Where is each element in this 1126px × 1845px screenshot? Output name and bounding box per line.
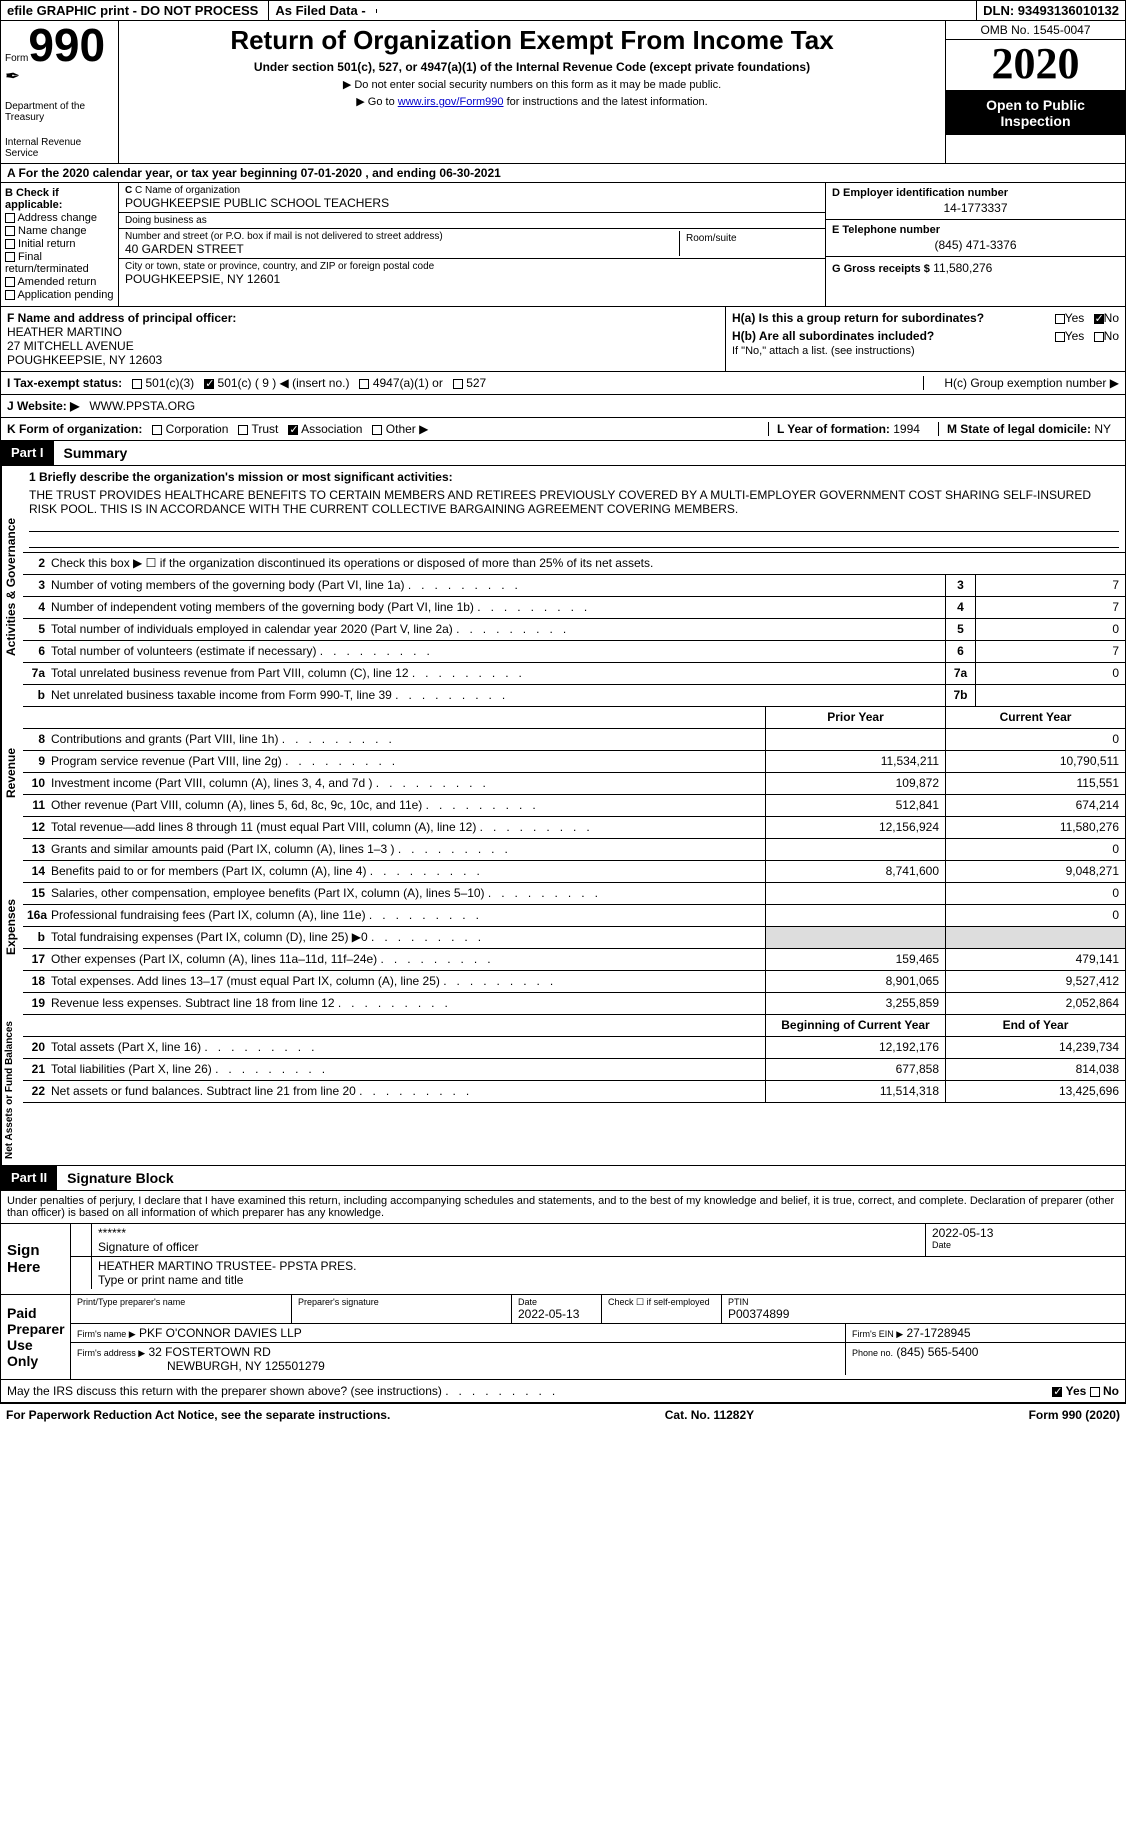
form-subtitle: Under section 501(c), 527, or 4947(a)(1)… [127, 60, 937, 74]
signature-block: Under penalties of perjury, I declare th… [0, 1191, 1126, 1403]
part-ii-header: Part II Signature Block [0, 1166, 1126, 1191]
hb-yes[interactable] [1055, 332, 1065, 342]
form990-link[interactable]: www.irs.gov/Form990 [398, 96, 504, 108]
block-bcd: B Check if applicable: Address change Na… [0, 183, 1126, 307]
ptin: P00374899 [728, 1307, 1119, 1321]
ha-no[interactable] [1094, 314, 1104, 324]
header-bar: efile GRAPHIC print - DO NOT PROCESS As … [0, 0, 1126, 21]
website: WWW.PPSTA.ORG [89, 399, 195, 413]
ein: 14-1773337 [832, 201, 1119, 215]
form-label: Form [5, 53, 28, 64]
form-title: Return of Organization Exempt From Incom… [127, 25, 937, 56]
col-c: C C Name of organizationPOUGHKEEPSIE PUB… [119, 183, 825, 306]
mayirs-no[interactable] [1090, 1387, 1100, 1397]
open-public: Open to Public Inspection [946, 91, 1125, 135]
ha-yes[interactable] [1055, 314, 1065, 324]
officer-name: HEATHER MARTINO [7, 325, 719, 339]
block-fh: F Name and address of principal officer:… [0, 307, 1126, 372]
section-activities: Activities & Governance 1 Briefly descri… [0, 466, 1126, 707]
org-name: POUGHKEEPSIE PUBLIC SCHOOL TEACHERS [125, 196, 819, 210]
mission-block: 1 Briefly describe the organization's mi… [23, 466, 1125, 553]
section-revenue: Revenue Prior YearCurrent Year 8Contribu… [0, 707, 1126, 839]
gross-receipts: 11,580,276 [933, 261, 992, 275]
dept2: Internal Revenue Service [5, 137, 114, 159]
row-a: A For the 2020 calendar year, or tax yea… [0, 164, 1126, 183]
page-footer: For Paperwork Reduction Act Notice, see … [0, 1403, 1126, 1426]
form-goto: ▶ Go to www.irs.gov/Form990 for instruct… [127, 95, 937, 108]
block-f: F Name and address of principal officer:… [1, 307, 725, 371]
omb: OMB No. 1545-0047 [946, 21, 1125, 40]
hb-no[interactable] [1094, 332, 1104, 342]
row-j: J Website: ▶ WWW.PPSTA.ORG [0, 395, 1126, 418]
street: 40 GARDEN STREET [125, 242, 679, 256]
city: POUGHKEEPSIE, NY 12601 [125, 272, 819, 286]
row-k: K Form of organization: Corporation Trus… [0, 418, 1126, 441]
part-i-header: Part I Summary [0, 441, 1126, 466]
officer-name-title: HEATHER MARTINO TRUSTEE- PPSTA PRES. [98, 1259, 1119, 1273]
form-note: ▶ Do not enter social security numbers o… [127, 78, 937, 91]
may-irs-discuss: May the IRS discuss this return with the… [1, 1379, 1125, 1402]
filler [376, 9, 972, 13]
tax-year: 2020 [946, 40, 1125, 91]
dln: DLN: 93493136010132 [976, 1, 1125, 20]
section-netassets: Net Assets or Fund Balances Beginning of… [0, 1015, 1126, 1166]
block-h: H(a) Is this a group return for subordin… [725, 307, 1125, 371]
mission-text: THE TRUST PROVIDES HEALTHCARE BENEFITS T… [29, 488, 1119, 516]
form-title-block: Return of Organization Exempt From Incom… [119, 21, 945, 163]
form-header: Form990 ✒ Department of the Treasury Int… [0, 21, 1126, 164]
section-expenses: Expenses 13Grants and similar amounts pa… [0, 839, 1126, 1015]
col-d: D Employer identification number14-17733… [825, 183, 1125, 306]
col-b: B Check if applicable: Address change Na… [1, 183, 119, 306]
dept1: Department of the Treasury [5, 101, 114, 123]
telephone: (845) 471-3376 [832, 238, 1119, 252]
efile-text: efile GRAPHIC print - DO NOT PROCESS [1, 1, 264, 20]
form-id: Form990 ✒ Department of the Treasury Int… [1, 21, 119, 163]
row-i: I Tax-exempt status: 501(c)(3) 501(c) ( … [0, 372, 1126, 395]
asfileddata: As Filed Data - [268, 1, 371, 20]
mayirs-yes[interactable] [1052, 1387, 1062, 1397]
form-number: 990 [28, 19, 105, 71]
form-meta: OMB No. 1545-0047 2020 Open to Public In… [945, 21, 1125, 163]
firm-name: PKF O'CONNOR DAVIES LLP [139, 1326, 302, 1340]
